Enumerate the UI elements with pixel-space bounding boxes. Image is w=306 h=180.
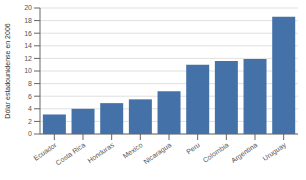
svg-text:Uruguay: Uruguay [261, 141, 288, 163]
svg-text:Ecuador: Ecuador [32, 141, 58, 162]
svg-text:20: 20 [24, 4, 32, 11]
svg-text:2: 2 [28, 118, 32, 125]
svg-text:Honduras: Honduras [86, 141, 115, 164]
svg-text:0: 0 [28, 130, 32, 137]
svg-text:18: 18 [24, 17, 32, 24]
svg-text:16: 16 [24, 30, 32, 37]
svg-text:Mexico: Mexico [122, 141, 144, 160]
svg-text:Peru: Peru [185, 141, 201, 155]
svg-text:8: 8 [28, 80, 32, 87]
svg-text:10: 10 [24, 67, 32, 74]
svg-text:4: 4 [28, 105, 32, 112]
svg-text:Colombia: Colombia [202, 141, 230, 164]
svg-text:Dólar estadounidense en 2006: Dólar estadounidense en 2006 [8, 23, 11, 118]
svg-text:Nicaragua: Nicaragua [142, 141, 173, 166]
svg-text:Argentina: Argentina [230, 141, 259, 165]
svg-text:Costa Rica: Costa Rica [54, 141, 86, 166]
svg-text:14: 14 [24, 42, 32, 49]
svg-text:12: 12 [24, 55, 32, 62]
svg-text:6: 6 [28, 93, 32, 100]
